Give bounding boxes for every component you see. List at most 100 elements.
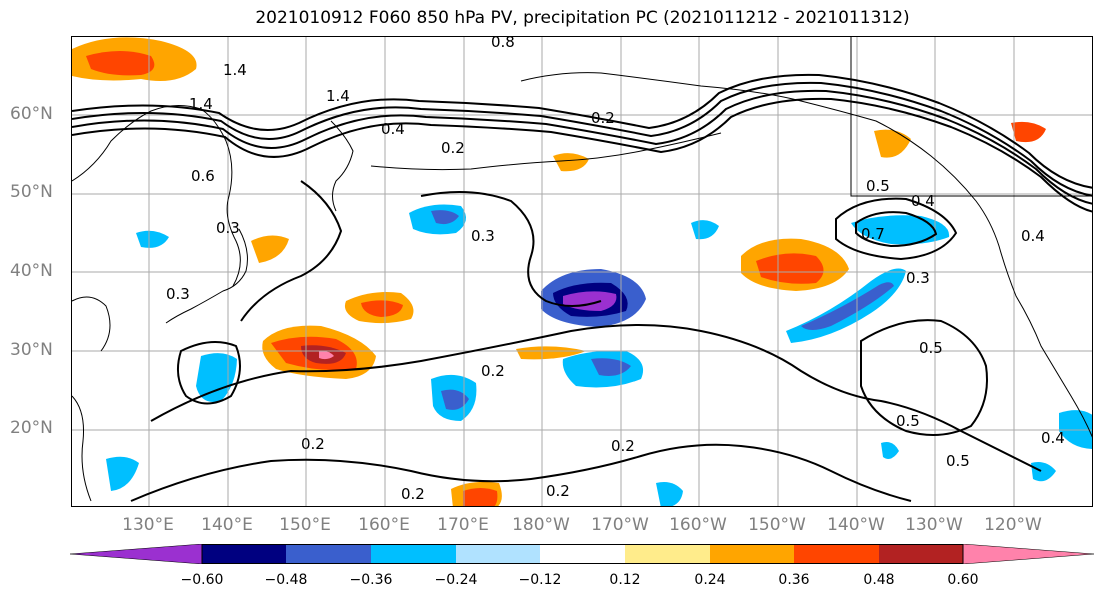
lon-label-170e: 170°E bbox=[437, 515, 489, 535]
contour-label: 0.3 bbox=[471, 227, 495, 245]
contour-label: 1.4 bbox=[189, 95, 213, 113]
coast-kamchatka bbox=[330, 120, 354, 212]
contour-jet-4 bbox=[72, 73, 1092, 189]
contour-label: 0.2 bbox=[441, 139, 465, 157]
colorbar-tick: 0.48 bbox=[863, 572, 895, 588]
lon-label-160w: 160°W bbox=[669, 515, 727, 535]
colorbar-tick: −0.12 bbox=[518, 572, 562, 588]
pv-contours bbox=[72, 73, 1092, 502]
shade-positive-small-4 bbox=[1011, 121, 1046, 143]
shade-positive-small-3 bbox=[874, 129, 911, 158]
contour-subtropical bbox=[150, 324, 1042, 472]
contour-east-cell bbox=[860, 319, 988, 436]
shade-negative-140w-core bbox=[801, 282, 894, 330]
shade-negative-168e-core bbox=[441, 389, 469, 410]
coast-asia bbox=[72, 105, 241, 502]
map-title: 2021010912 F060 850 hPa PV, precipitatio… bbox=[255, 8, 910, 28]
lat-label-20n: 20°N bbox=[10, 418, 53, 438]
contour-label: 0.4 bbox=[1021, 227, 1045, 245]
colorbar-seg-036-024 bbox=[371, 544, 456, 564]
coast-japan bbox=[165, 228, 248, 324]
precip-shading bbox=[72, 37, 1092, 506]
colorbar-tick: −0.36 bbox=[349, 572, 393, 588]
colorbar-seg-048-060 bbox=[879, 544, 963, 564]
shade-positive-small-1 bbox=[553, 153, 589, 172]
contour-label: 0.2 bbox=[611, 437, 635, 455]
lon-label-130e: 130°E bbox=[122, 515, 174, 535]
contour-label: 0.5 bbox=[919, 339, 943, 357]
lat-label-60n: 60°N bbox=[10, 104, 53, 124]
lon-label-150w: 150°W bbox=[748, 515, 806, 535]
contour-label: 0.6 bbox=[191, 167, 215, 185]
colorbar-seg-012-012 bbox=[540, 544, 625, 564]
contour-ridge bbox=[420, 191, 602, 307]
contour-south bbox=[130, 443, 912, 502]
colorbar-tick: 0.36 bbox=[778, 572, 810, 588]
coast-aleutians bbox=[370, 132, 722, 171]
colorbar-seg-060-048 bbox=[202, 544, 286, 564]
contour-label: 0.4 bbox=[911, 192, 935, 210]
contour-label: 0.4 bbox=[381, 120, 405, 138]
lon-label-150e: 150°E bbox=[279, 515, 331, 535]
contour-label: 0.3 bbox=[166, 285, 190, 303]
colorbar-tick: 0.12 bbox=[609, 572, 641, 588]
colorbar-tick: −0.24 bbox=[434, 572, 478, 588]
shade-positive-small-2 bbox=[251, 235, 289, 263]
contour-label: 0.5 bbox=[946, 452, 970, 470]
colorbar-seg-gt-060 bbox=[962, 544, 1094, 564]
colorbar-seg-036-048 bbox=[794, 544, 879, 564]
shade-negative-148e bbox=[196, 353, 237, 402]
contour-label: 1.4 bbox=[326, 87, 350, 105]
lon-label-130w: 130°W bbox=[905, 515, 963, 535]
colorbar-seg-012-024 bbox=[625, 544, 710, 564]
shade-positive-160e-red bbox=[361, 300, 403, 317]
shade-negative-small-1 bbox=[136, 230, 169, 248]
lat-label-40n: 40°N bbox=[10, 261, 53, 281]
shade-positive-nw-core bbox=[86, 51, 155, 76]
colorbar-tick: 0.24 bbox=[694, 572, 726, 588]
contour-label: 0.2 bbox=[591, 109, 615, 127]
shade-negative-small-4 bbox=[106, 456, 139, 491]
contour-label: 0.5 bbox=[896, 412, 920, 430]
contour-label: 0.4 bbox=[1041, 429, 1065, 447]
colorbar-tick: 0.60 bbox=[947, 572, 979, 588]
shade-negative-165e-core bbox=[431, 210, 459, 225]
colorbar-seg-048-036 bbox=[286, 544, 371, 564]
colorbar-tick: −0.60 bbox=[180, 572, 224, 588]
lon-label-180w: 180°W bbox=[512, 515, 570, 535]
contour-label: 0.2 bbox=[481, 362, 505, 380]
lon-label-140e: 140°E bbox=[201, 515, 253, 535]
contour-low-140w-inner bbox=[855, 211, 938, 248]
colorbar-seg-024-012 bbox=[456, 544, 540, 564]
shade-negative-small-7 bbox=[881, 442, 899, 459]
shade-negative-small-6 bbox=[1031, 462, 1056, 482]
colorbar-outline bbox=[201, 544, 964, 564]
lon-label-140w: 140°W bbox=[827, 515, 885, 535]
lat-label-50n: 50°N bbox=[10, 182, 53, 202]
colorbar bbox=[70, 544, 1094, 564]
shade-positive-170e-south-core bbox=[463, 488, 498, 506]
shade-negative-140w-north bbox=[851, 215, 950, 245]
contour-low-140w bbox=[835, 197, 958, 261]
coast-canada-border bbox=[850, 37, 1092, 197]
lat-label-30n: 30°N bbox=[10, 340, 53, 360]
contour-label: 0.8 bbox=[491, 37, 515, 51]
contour-label: 0.3 bbox=[216, 219, 240, 237]
shade-positive-150w-red bbox=[756, 253, 824, 284]
contour-label: 0.2 bbox=[301, 435, 325, 453]
shade-negative-small-5 bbox=[656, 482, 683, 506]
contour-label: 0.2 bbox=[401, 485, 425, 503]
contour-label: 0.3 bbox=[906, 269, 930, 287]
coastlines bbox=[72, 37, 1092, 502]
coast-alaska bbox=[520, 72, 1092, 438]
contour-label: 0.2 bbox=[546, 482, 570, 500]
contour-label: 0.7 bbox=[861, 225, 885, 243]
shade-positive-small-5 bbox=[516, 346, 586, 360]
contour-labels: 1.4 1.4 1.4 0.8 0.6 0.4 0.2 0.2 0.3 0.3 … bbox=[166, 37, 1065, 503]
colorbar-seg-024-036 bbox=[710, 544, 794, 564]
contour-label: 0.5 bbox=[866, 177, 890, 195]
lon-label-170w: 170°W bbox=[591, 515, 649, 535]
contour-west-cell bbox=[176, 341, 241, 405]
contour-trough bbox=[240, 180, 343, 322]
contour-jet-2 bbox=[72, 89, 1092, 205]
